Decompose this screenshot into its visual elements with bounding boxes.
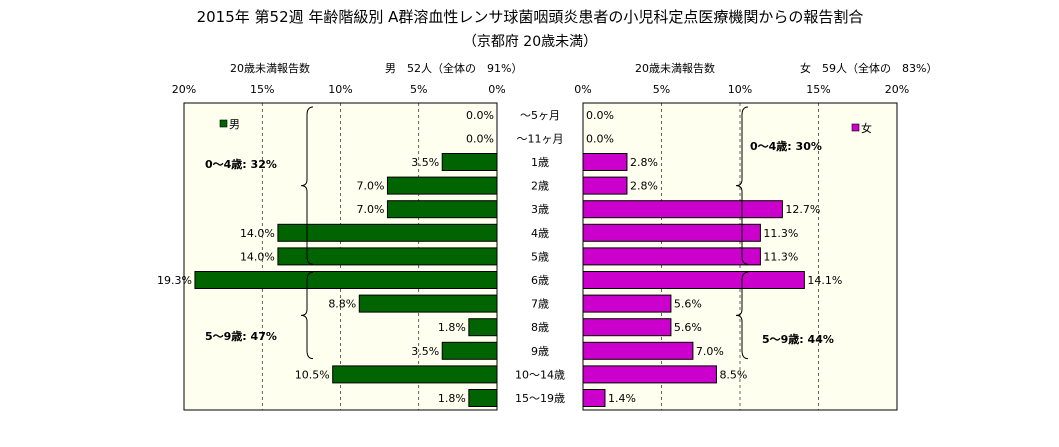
female-data-label: 2.8% — [630, 156, 658, 169]
female-annotation-0-4: 0～4歳: 30% — [750, 139, 822, 153]
male-data-label: 1.8% — [438, 321, 466, 334]
female-data-label: 7.0% — [696, 345, 724, 358]
male-bar[interactable] — [386, 176, 498, 195]
male-tick-label: 0% — [488, 83, 505, 96]
female-bar[interactable] — [582, 341, 694, 360]
category-label: 2歳 — [531, 180, 549, 193]
male-data-label: 0.0% — [466, 109, 494, 122]
female-data-label: 2.8% — [630, 180, 658, 193]
female-legend-swatch — [851, 123, 860, 132]
female-bar[interactable] — [582, 318, 672, 337]
female-legend-label: 女 — [861, 121, 872, 135]
male-tick-label: 15% — [250, 83, 274, 96]
male-data-label: 14.0% — [240, 227, 275, 240]
female-data-label: 5.6% — [674, 321, 702, 334]
female-annotation-5-9: 5～9歳: 44% — [762, 332, 834, 346]
category-label: 6歳 — [531, 274, 549, 287]
female-data-label: 0.0% — [586, 132, 614, 145]
male-bar[interactable] — [386, 200, 498, 219]
female-bar[interactable] — [582, 365, 717, 384]
male-legend-label: 男 — [229, 118, 240, 131]
male-data-label: 3.5% — [411, 345, 439, 358]
male-brace-0-4 — [300, 106, 314, 265]
male-data-label: 19.3% — [157, 274, 192, 287]
male-bar[interactable] — [441, 153, 498, 171]
male-tick-label: 20% — [172, 83, 196, 96]
category-label: 5歳 — [531, 250, 549, 263]
category-label: 10～14歳 — [515, 368, 565, 381]
chart-title: 2015年 第52週 年齢階級別 A群溶血性レンサ球菌咽頭炎患者の小児科定点医療… — [197, 8, 864, 26]
male-tick-label: 10% — [328, 83, 352, 96]
female-bar[interactable] — [582, 200, 783, 219]
male-data-label: 3.5% — [411, 156, 439, 169]
female-data-label: 14.1% — [807, 274, 842, 287]
male-tick-label: 5% — [410, 83, 427, 96]
male-data-label: 8.8% — [328, 298, 356, 311]
female-header-right: 女 59人（全体の 83%） — [800, 61, 937, 75]
male-bar[interactable] — [332, 365, 498, 384]
male-header-right: 男 52人（全体の 91%） — [385, 61, 522, 75]
male-header-left: 20歳未満報告数 — [230, 62, 310, 75]
male-bar[interactable] — [441, 341, 498, 360]
male-data-label: 10.5% — [295, 368, 330, 381]
male-bar[interactable] — [358, 294, 498, 313]
female-brace-0-4 — [735, 106, 749, 265]
female-header-left: 20歳未満報告数 — [635, 62, 715, 75]
category-label: ～5ヶ月 — [520, 109, 560, 122]
male-annotation-0-4: 0～4歳: 32% — [205, 157, 277, 171]
male-bar[interactable] — [194, 271, 498, 289]
female-data-label: 12.7% — [785, 203, 820, 216]
male-data-label: 14.0% — [240, 250, 275, 263]
category-label: 4歳 — [531, 227, 549, 240]
female-bar[interactable] — [582, 294, 672, 313]
female-data-label: 11.3% — [763, 250, 798, 263]
male-data-label: 7.0% — [356, 180, 384, 193]
male-panel: 20% 15% 10% 5% 0% 0.0% 0.0% 3.5% 7.0% 7.0% 14.0% 14… — [157, 83, 506, 411]
category-label: 9歳 — [531, 345, 549, 358]
female-data-label: 5.6% — [674, 298, 702, 311]
category-label: 1歳 — [531, 156, 549, 169]
female-tick-label: 15% — [806, 83, 830, 96]
female-data-label: 0.0% — [586, 109, 614, 122]
male-bar[interactable] — [277, 223, 498, 242]
male-data-label: 0.0% — [466, 132, 494, 145]
female-brace-5-9 — [735, 271, 749, 360]
female-data-label: 11.3% — [763, 227, 798, 240]
female-data-label: 1.4% — [608, 392, 636, 405]
female-panel: 0% 5% 10% 15% 20% 0.0% 0.0% 2.8% 2.8% 12.7% 11.3% 1… — [574, 83, 909, 411]
chart-subtitle: （京都府 20歳未満） — [463, 34, 597, 50]
female-bar[interactable] — [582, 153, 628, 171]
category-label: 7歳 — [531, 298, 549, 311]
female-tick-label: 20% — [885, 83, 909, 96]
female-tick-label: 10% — [728, 83, 752, 96]
female-bar[interactable] — [582, 176, 628, 195]
female-tick-label: 0% — [574, 83, 591, 96]
female-bar[interactable] — [582, 389, 606, 407]
male-data-label: 7.0% — [356, 203, 384, 216]
male-brace-5-9 — [300, 271, 314, 360]
female-data-label: 8.5% — [719, 368, 747, 381]
category-label: 3歳 — [531, 203, 549, 216]
age-group-annotations: 0～4歳: 32% 5～9歳: 47% 0～4歳: 30% 5～9歳: 44% — [205, 106, 834, 360]
category-label: 8歳 — [531, 321, 549, 334]
male-annotation-5-9: 5～9歳: 47% — [205, 329, 277, 343]
female-bar[interactable] — [582, 247, 761, 266]
male-bar[interactable] — [277, 247, 498, 266]
female-bar[interactable] — [582, 223, 761, 242]
category-label: ～11ヶ月 — [517, 132, 564, 145]
male-data-label: 1.8% — [438, 392, 466, 405]
category-label: 15～19歳 — [515, 392, 565, 405]
male-bar[interactable] — [468, 318, 498, 337]
female-bar[interactable] — [582, 271, 805, 289]
female-tick-label: 5% — [653, 83, 670, 96]
male-bar[interactable] — [468, 389, 498, 407]
category-axis: ～5ヶ月 ～11ヶ月 1歳 2歳 3歳 4歳 5歳 6歳 7歳 8歳 9歳 10～14歳 15～19歳 — [515, 109, 565, 405]
male-legend-swatch — [219, 119, 228, 128]
